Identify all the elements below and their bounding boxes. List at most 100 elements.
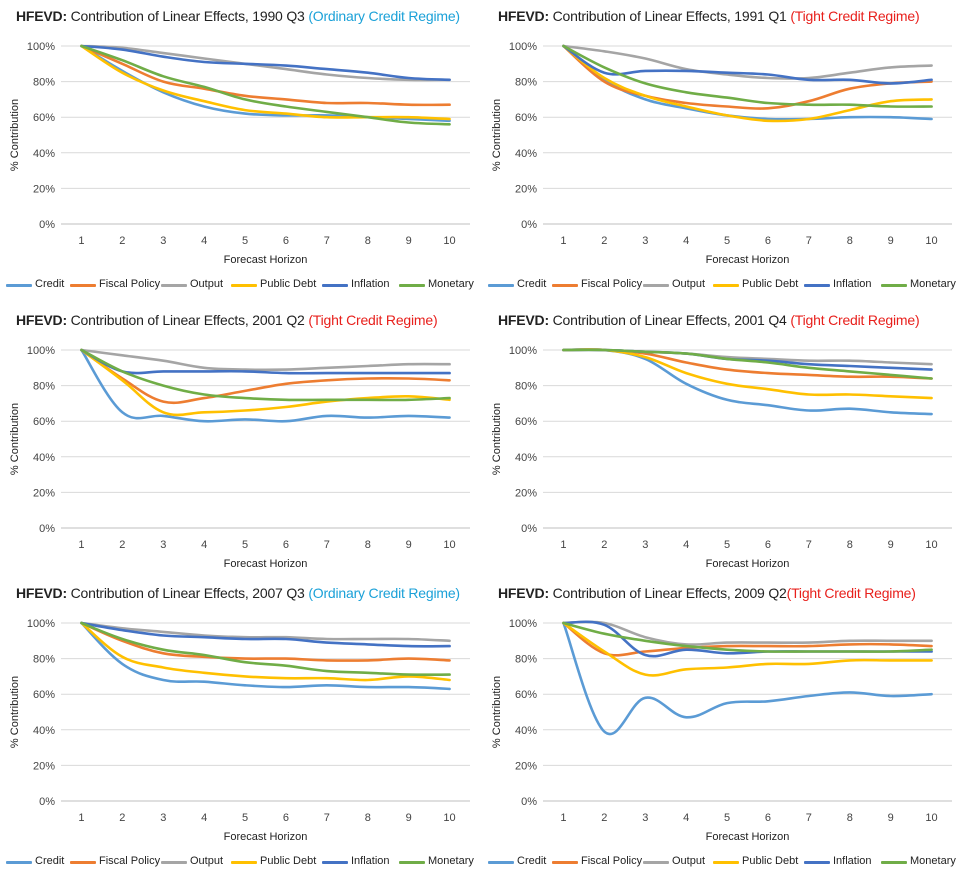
title-main: Contribution of Linear Effects, 2007 Q3: [70, 585, 305, 601]
legend-label: Public Debt: [742, 278, 799, 290]
series-line-public-debt: [562, 348, 933, 400]
x-tick-label: 9: [406, 235, 412, 247]
title-regime: (Tight Credit Regime): [786, 585, 916, 601]
legend-label: Inflation: [833, 855, 872, 867]
x-tick-label: 1: [78, 812, 84, 824]
x-tick-label: 4: [683, 235, 689, 247]
y-tick-label: 20%: [33, 183, 55, 195]
title-prefix: HFEVD:: [16, 585, 67, 601]
x-tick-label: 2: [601, 539, 607, 551]
series-line-fiscal-policy: [80, 621, 451, 662]
title-main: Contribution of Linear Effects, 1990 Q3: [70, 8, 305, 24]
series-line-output: [80, 621, 451, 643]
series-line-public-debt: [80, 44, 451, 121]
legend-swatch: [881, 284, 907, 287]
title-prefix: HFEVD:: [498, 312, 549, 328]
legend-row-3: Credit Fiscal Policy Output Public Debt Infl…: [0, 855, 480, 871]
series-line-inflation: [562, 44, 933, 85]
legend-label: Output: [190, 855, 224, 867]
x-tick-label: 9: [888, 539, 894, 551]
x-tick-label: 1: [560, 812, 566, 824]
x-tick-label: 3: [160, 235, 166, 247]
y-tick-label: 80%: [33, 654, 55, 666]
x-tick-label: 3: [642, 539, 648, 551]
series-line-output: [80, 348, 451, 372]
legend-swatch: [488, 284, 514, 287]
x-tick-label: 4: [201, 235, 207, 247]
x-tick-label: 10: [925, 539, 937, 551]
x-tick-label: 1: [560, 235, 566, 247]
chart-title: HFEVD: Contribution of Linear Effects, 2…: [16, 585, 460, 601]
chart-panel-1990q3: HFEVD: Contribution of Linear Effects, 1…: [6, 0, 476, 280]
legend-label: Fiscal Policy: [581, 855, 643, 867]
y-tick-label: 100%: [509, 41, 537, 53]
y-tick-label: 80%: [33, 381, 55, 393]
legend-label: Credit: [35, 278, 65, 290]
y-tick-label: 0%: [521, 796, 537, 808]
series-line-public-debt: [80, 348, 451, 417]
y-axis-label: % Contribution: [9, 676, 21, 748]
x-tick-label: 1: [78, 539, 84, 551]
title-main: Contribution of Linear Effects, 2009 Q2: [552, 585, 787, 601]
x-tick-label: 7: [806, 812, 812, 824]
series-line-credit: [80, 621, 451, 691]
x-tick-label: 10: [443, 812, 455, 824]
legend-label: Inflation: [351, 278, 390, 290]
legend-swatch: [399, 861, 425, 864]
title-prefix: HFEVD:: [16, 312, 67, 328]
y-tick-label: 60%: [33, 689, 55, 701]
y-tick-label: 80%: [515, 77, 537, 89]
x-tick-label: 10: [925, 812, 937, 824]
y-tick-label: 0%: [39, 219, 55, 231]
x-tick-label: 9: [406, 539, 412, 551]
title-regime: (Ordinary Credit Regime): [308, 585, 460, 601]
legend-label: Fiscal Policy: [99, 278, 161, 290]
legend-label: Monetary: [428, 278, 474, 290]
x-axis-label: Forecast Horizon: [706, 558, 790, 570]
series-line-output: [562, 620, 933, 646]
x-tick-label: 8: [365, 812, 371, 824]
title-regime: (Tight Credit Regime): [790, 8, 920, 24]
x-tick-label: 3: [642, 235, 648, 247]
x-tick-label: 1: [560, 539, 566, 551]
y-tick-label: 40%: [515, 725, 537, 737]
legend-swatch: [231, 284, 257, 287]
legend-label: Fiscal Policy: [581, 278, 643, 290]
y-tick-label: 100%: [509, 618, 537, 630]
y-tick-label: 40%: [33, 452, 55, 464]
series-line-fiscal-policy: [80, 44, 451, 107]
x-axis-label: Forecast Horizon: [224, 831, 308, 843]
legend-swatch: [322, 284, 348, 287]
legend-swatch: [552, 861, 578, 864]
series-line-inflation: [80, 348, 451, 375]
y-tick-label: 100%: [509, 345, 537, 357]
y-tick-label: 20%: [33, 487, 55, 499]
y-tick-label: 60%: [515, 689, 537, 701]
legend-label: Output: [672, 855, 706, 867]
legend-label: Credit: [517, 278, 547, 290]
series-line-monetary: [562, 621, 933, 653]
series-line-public-debt: [562, 621, 933, 677]
series-line-public-debt: [80, 621, 451, 682]
title-main: Contribution of Linear Effects, 1991 Q1: [552, 8, 787, 24]
x-axis-label: Forecast Horizon: [706, 831, 790, 843]
series-line-output: [80, 44, 451, 82]
title-main: Contribution of Linear Effects, 2001 Q2: [70, 312, 305, 328]
x-tick-label: 5: [242, 235, 248, 247]
x-tick-label: 5: [242, 539, 248, 551]
y-tick-label: 60%: [515, 416, 537, 428]
chart-panel-2007q3: HFEVD: Contribution of Linear Effects, 2…: [6, 577, 476, 857]
x-tick-label: 4: [683, 539, 689, 551]
x-tick-label: 10: [443, 539, 455, 551]
legend-swatch: [161, 861, 187, 864]
legend-swatch: [6, 284, 32, 287]
x-tick-label: 3: [160, 812, 166, 824]
legend-swatch: [643, 861, 669, 864]
y-axis-label: % Contribution: [9, 403, 21, 475]
chart-panel-2009q2: HFEVD: Contribution of Linear Effects, 2…: [488, 577, 958, 857]
chart-panel-1991q1: HFEVD: Contribution of Linear Effects, 1…: [488, 0, 958, 280]
x-tick-label: 8: [847, 539, 853, 551]
y-tick-label: 100%: [27, 41, 55, 53]
y-axis-label: % Contribution: [9, 99, 21, 171]
y-tick-label: 40%: [33, 725, 55, 737]
